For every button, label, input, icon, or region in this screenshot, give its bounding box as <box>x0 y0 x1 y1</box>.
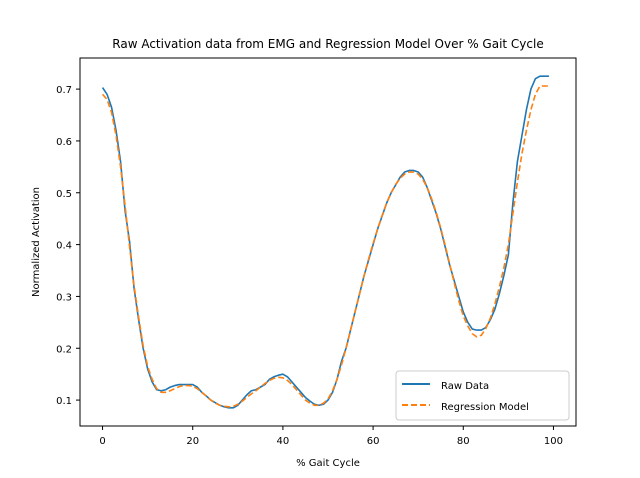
legend-label-regression-model: Regression Model <box>441 402 529 413</box>
plot-frame <box>79 57 577 427</box>
x-tick-label: 60 <box>367 436 380 447</box>
x-tick-label: 20 <box>186 436 199 447</box>
chart-title: Raw Activation data from EMG and Regress… <box>112 37 543 51</box>
x-tick-label: 80 <box>457 436 470 447</box>
y-axis-ticks: 0.1 0.2 0.3 0.4 0.5 0.6 0.7 <box>56 85 80 407</box>
x-tick-label: 40 <box>277 436 290 447</box>
y-tick-label: 0.3 <box>56 292 72 303</box>
x-tick-label: 0 <box>99 436 105 447</box>
y-tick-label: 0.4 <box>56 241 72 252</box>
x-axis-ticks: 0 20 40 60 80 100 <box>99 426 563 447</box>
series-line-regression-model <box>101 85 549 408</box>
x-axis-label: % Gait Cycle <box>296 458 360 469</box>
y-tick-label: 0.2 <box>56 344 72 355</box>
y-tick-label: 0.6 <box>56 137 72 148</box>
y-tick-label: 0.5 <box>56 189 72 200</box>
x-tick-label: 100 <box>544 436 563 447</box>
y-tick-label: 0.1 <box>56 396 72 407</box>
legend: Raw Data Regression Model <box>395 370 570 421</box>
series-layer <box>101 75 549 409</box>
legend-label-raw-data: Raw Data <box>441 381 489 392</box>
legend-box <box>395 370 570 421</box>
y-tick-label: 0.7 <box>56 85 72 96</box>
y-axis-label: Normalized Activation <box>31 187 42 297</box>
